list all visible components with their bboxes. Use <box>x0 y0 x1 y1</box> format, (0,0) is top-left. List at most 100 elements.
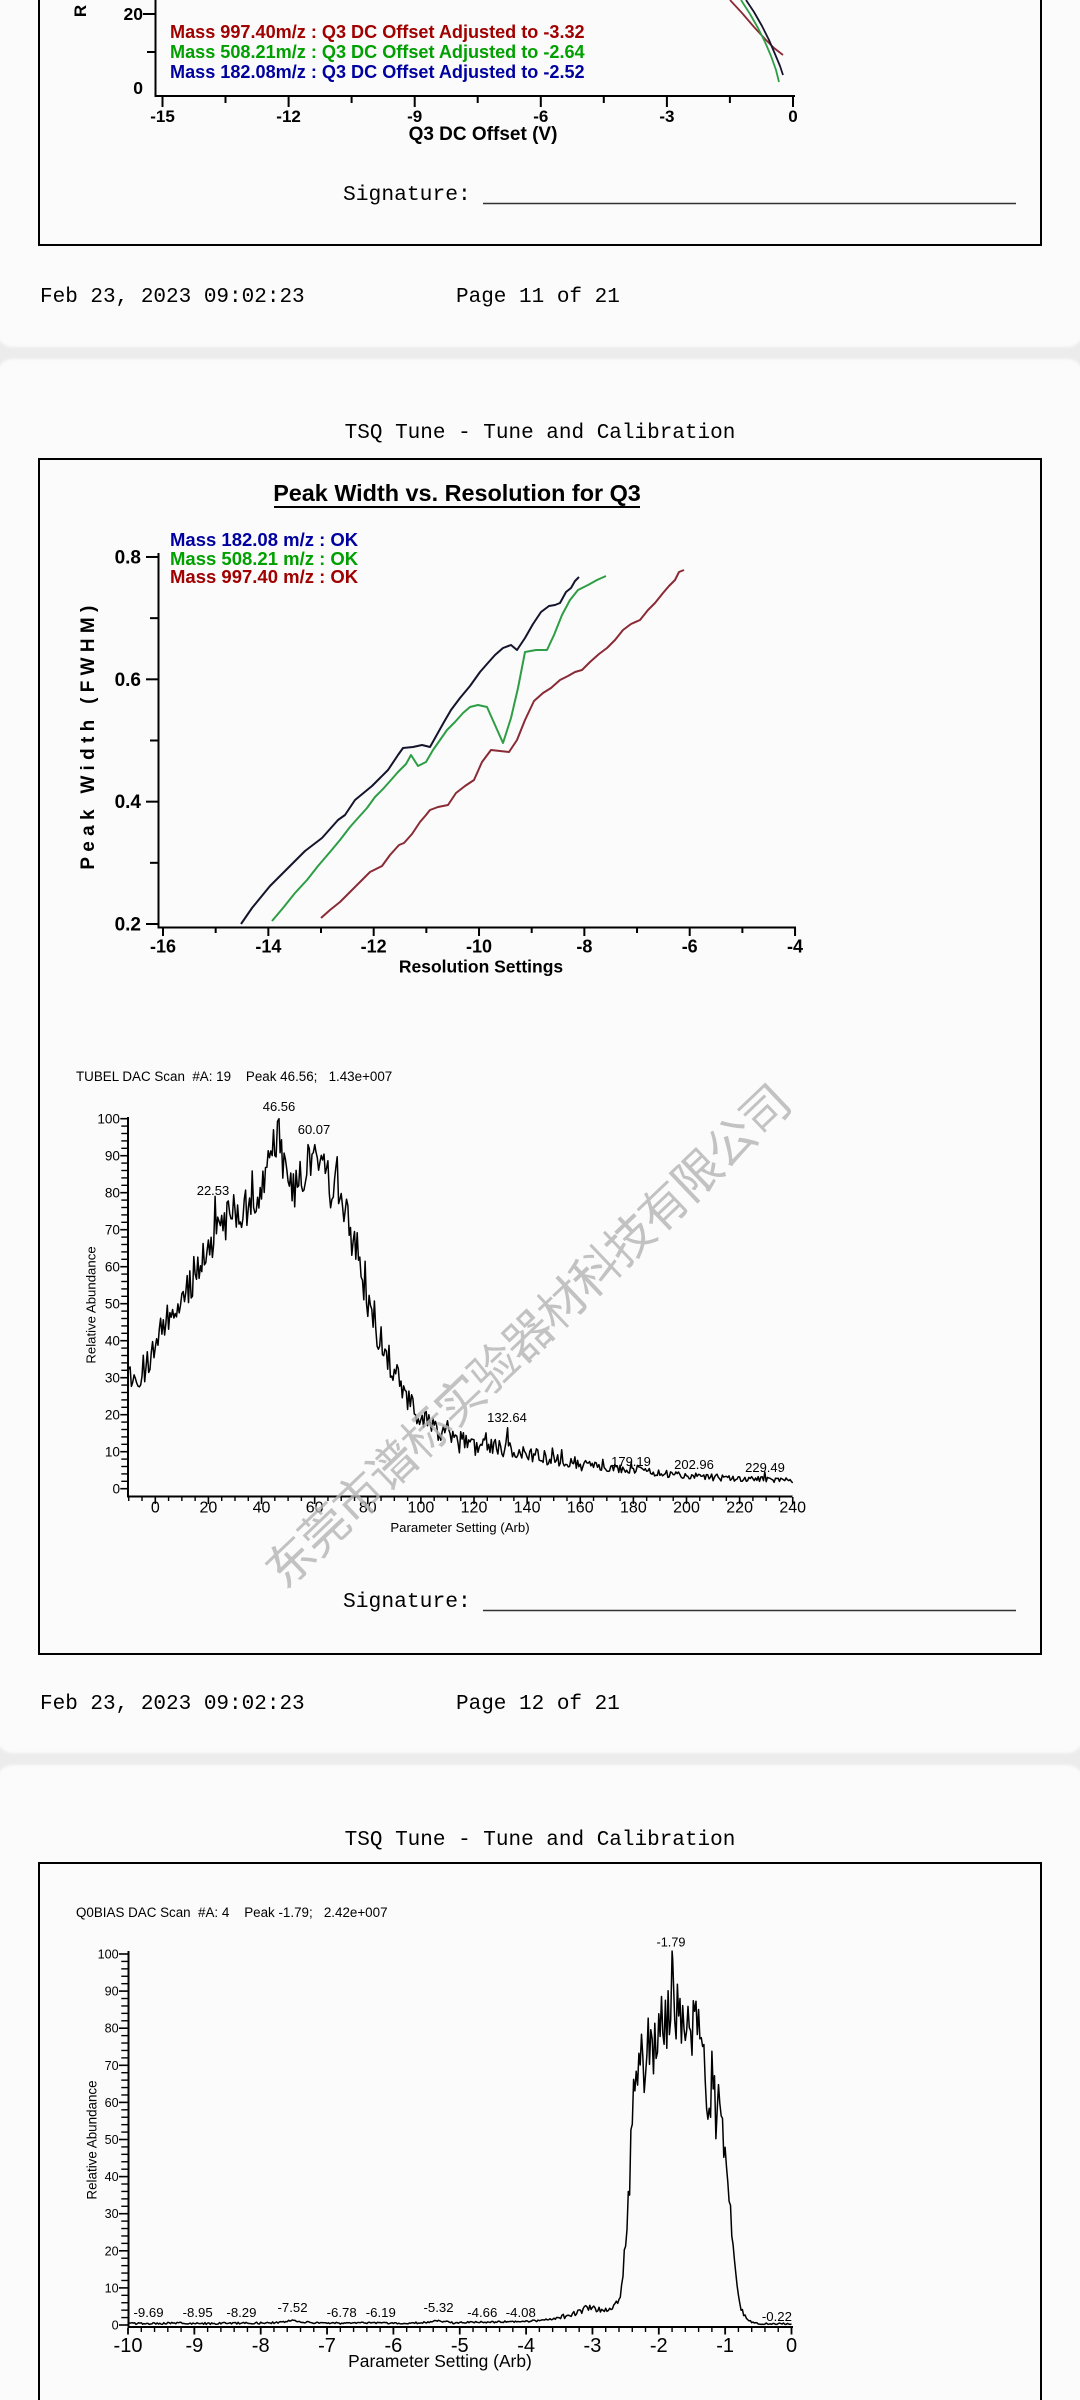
svg-text:-3: -3 <box>659 107 674 126</box>
svg-text:40: 40 <box>105 2170 119 2184</box>
svg-text:-7.52: -7.52 <box>278 2300 308 2315</box>
svg-text:-4.08: -4.08 <box>506 2305 536 2320</box>
svg-text:-4: -4 <box>787 937 803 957</box>
svg-text:60: 60 <box>105 2096 119 2110</box>
svg-text:TUBEL DAC Scan #A: 19 Peak: TUBEL DAC Scan #A: 19 Peak 46.56; 1.43e+… <box>76 1069 392 1084</box>
svg-text:-6: -6 <box>385 2335 403 2357</box>
svg-text:-12: -12 <box>361 937 387 957</box>
svg-text:Peak Width (FWHM): Peak Width (FWHM) <box>78 600 99 869</box>
svg-text:-15: -15 <box>150 107 175 126</box>
svg-text:-14: -14 <box>255 937 281 957</box>
svg-text:R: R <box>71 5 90 17</box>
svg-text:Relative Abundance: Relative Abundance <box>84 1246 99 1363</box>
svg-text:22.53: 22.53 <box>197 1183 230 1198</box>
svg-text:240: 240 <box>779 1500 806 1517</box>
svg-text:180: 180 <box>620 1500 647 1517</box>
svg-text:160: 160 <box>567 1500 594 1517</box>
svg-text:-8.95: -8.95 <box>183 2305 213 2320</box>
svg-text:Parameter Setting (Arb): Parameter Setting (Arb) <box>348 2351 532 2371</box>
svg-text:Feb 23, 2023 09:02:23: Feb 23, 2023 09:02:23 <box>40 286 305 309</box>
svg-text:-8: -8 <box>252 2335 270 2357</box>
svg-text:0: 0 <box>151 1500 160 1517</box>
svg-text:Signature:: Signature: <box>343 1590 471 1614</box>
svg-text:0: 0 <box>112 1482 120 1497</box>
svg-text:-16: -16 <box>150 937 176 957</box>
svg-text:20: 20 <box>200 1500 218 1517</box>
svg-text:100: 100 <box>97 1112 120 1127</box>
svg-text:TSQ Tune - Tune and Calibratio: TSQ Tune - Tune and Calibration <box>345 1829 736 1852</box>
svg-text:-9.69: -9.69 <box>134 2305 164 2320</box>
svg-text:-10: -10 <box>114 2335 143 2357</box>
svg-text:10: 10 <box>105 1445 121 1460</box>
svg-text:30: 30 <box>105 1371 121 1386</box>
svg-text:-3: -3 <box>584 2335 602 2357</box>
svg-text:46.56: 46.56 <box>263 1099 296 1114</box>
svg-text:0: 0 <box>133 78 143 98</box>
svg-text:-12: -12 <box>276 107 301 126</box>
svg-text:0: 0 <box>112 2319 119 2333</box>
svg-text:-5: -5 <box>451 2335 469 2357</box>
svg-text:20: 20 <box>105 2244 119 2258</box>
svg-text:Mass 997.40 m/z : OK: Mass 997.40 m/z : OK <box>170 566 359 587</box>
svg-text:80: 80 <box>105 2022 119 2036</box>
svg-text:140: 140 <box>514 1500 541 1517</box>
svg-text:0: 0 <box>788 107 797 126</box>
svg-text:-6: -6 <box>533 107 548 126</box>
svg-text:0.4: 0.4 <box>115 792 142 813</box>
svg-text:-5.32: -5.32 <box>423 2300 453 2315</box>
svg-text:Feb 23, 2023 09:02:23: Feb 23, 2023 09:02:23 <box>40 1693 305 1716</box>
svg-text:-0.22: -0.22 <box>762 2309 792 2324</box>
svg-text:90: 90 <box>105 1985 119 1999</box>
svg-text:40: 40 <box>253 1500 271 1517</box>
svg-text:50: 50 <box>105 2133 119 2147</box>
svg-text:-6: -6 <box>682 937 698 957</box>
svg-text:-8.29: -8.29 <box>226 2305 256 2320</box>
svg-text:-9: -9 <box>185 2335 203 2357</box>
svg-text:50: 50 <box>105 1297 121 1312</box>
svg-text:0.8: 0.8 <box>115 547 141 568</box>
svg-text:Page 12 of 21: Page 12 of 21 <box>456 1693 620 1716</box>
svg-text:-10: -10 <box>466 937 492 957</box>
svg-text:Signature:: Signature: <box>343 183 471 207</box>
svg-text:100: 100 <box>98 1948 119 1962</box>
svg-text:Mass 508.21m/z : Q3 DC Offset: Mass 508.21m/z : Q3 DC Offset Adjusted t… <box>170 42 585 62</box>
svg-text:80: 80 <box>105 1186 121 1201</box>
svg-text:-4: -4 <box>517 2335 535 2357</box>
svg-text:0: 0 <box>786 2335 797 2357</box>
svg-text:Mass 997.40m/z : Q3 DC Offset: Mass 997.40m/z : Q3 DC Offset Adjusted t… <box>170 22 585 42</box>
svg-text:60: 60 <box>105 1260 121 1275</box>
svg-text:Relative Abundance: Relative Abundance <box>85 2080 100 2199</box>
svg-text:Parameter Setting (Arb): Parameter Setting (Arb) <box>390 1520 529 1535</box>
svg-text:179.19: 179.19 <box>611 1454 651 1469</box>
svg-text:120: 120 <box>461 1500 488 1517</box>
svg-text:-9: -9 <box>407 107 422 126</box>
svg-text:70: 70 <box>105 1223 121 1238</box>
svg-text:30: 30 <box>105 2207 119 2221</box>
svg-text:Mass 182.08m/z : Q3 DC Offset: Mass 182.08m/z : Q3 DC Offset Adjusted t… <box>170 62 585 82</box>
svg-text:Mass 182.08 m/z : OK: Mass 182.08 m/z : OK <box>170 529 359 550</box>
svg-text:60.07: 60.07 <box>298 1122 331 1137</box>
svg-text:-6.78: -6.78 <box>327 2305 357 2320</box>
svg-text:-8: -8 <box>576 937 592 957</box>
svg-text:10: 10 <box>105 2281 119 2295</box>
svg-text:132.64: 132.64 <box>487 1410 527 1425</box>
svg-text:202.96: 202.96 <box>674 1457 714 1472</box>
svg-text:0.6: 0.6 <box>115 670 141 691</box>
svg-text:40: 40 <box>105 1334 121 1349</box>
svg-text:70: 70 <box>105 2059 119 2073</box>
svg-text:20: 20 <box>105 1408 121 1423</box>
svg-text:229.49: 229.49 <box>745 1460 785 1475</box>
svg-text:220: 220 <box>726 1500 753 1517</box>
svg-text:100: 100 <box>408 1500 435 1517</box>
svg-text:TSQ Tune - Tune and Calibratio: TSQ Tune - Tune and Calibration <box>345 422 736 445</box>
svg-text:Peak Width vs. Resolution for: Peak Width vs. Resolution for Q3 <box>273 480 641 506</box>
svg-text:-2: -2 <box>650 2335 668 2357</box>
svg-text:-4.66: -4.66 <box>467 2305 497 2320</box>
svg-text:-6.19: -6.19 <box>366 2305 396 2320</box>
svg-text:-7: -7 <box>318 2335 336 2357</box>
svg-text:-1.79: -1.79 <box>657 1936 686 1950</box>
svg-text:200: 200 <box>673 1500 700 1517</box>
svg-text:-1: -1 <box>716 2335 734 2357</box>
svg-text:Q3 DC Offset (V): Q3 DC Offset (V) <box>409 124 558 145</box>
svg-text:Page 11 of 21: Page 11 of 21 <box>456 286 620 309</box>
